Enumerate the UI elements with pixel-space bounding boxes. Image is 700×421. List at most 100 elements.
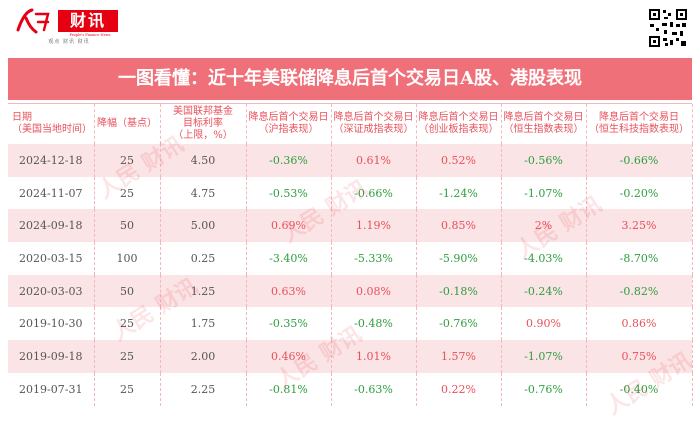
rate-cell: 2.25 [160,372,247,406]
performance-cell: 0.52% [416,144,502,177]
performance-cell: -0.40% [586,372,693,406]
performance-cell: 1.01% [331,340,417,373]
performance-cell: -5.33% [331,242,417,275]
column-header-line: 降息后首个交易日 [333,112,414,123]
rate-cell: 5.00 [160,209,247,243]
performance-cell: -0.76% [501,372,587,406]
table-header-row: 日期 （美国当地时间） 降幅（基点） 美国联邦基金 目标利率 （上限，%） 降息后首个交易日… [8,104,693,144]
column-header: 降息后首个交易日 （深证成指表现） [331,104,417,144]
performance-cell: 2% [501,209,587,243]
rate-cell: 25 [94,372,161,406]
performance-cell: -0.63% [331,372,417,406]
column-header: 降幅（基点） [94,104,161,144]
column-header-line: （深证成指表现） [333,124,414,135]
date-cell: 2024-09-18 [8,209,95,243]
column-header-line: （沪指表现） [258,124,319,135]
date-cell: 2019-09-18 [8,340,95,373]
performance-cell: -0.82% [586,274,693,308]
date-cell: 2019-10-30 [8,307,95,341]
performance-cell: -0.35% [246,307,332,341]
performance-cell: -0.18% [416,274,502,308]
date-cell: 2020-03-15 [8,242,95,275]
performance-cell: 0.85% [416,209,502,243]
data-table-wrap: 日期 （美国当地时间） 降幅（基点） 美国联邦基金 目标利率 （上限，%） 降息后首个交易日… [8,104,693,406]
performance-cell: -5.90% [416,242,502,275]
performance-cell: 0.75% [586,340,693,373]
table-row: 2020-03-03 50 1.25 0.63% 0.08% -0.18% -0.24% -0… [8,274,693,308]
performance-cell: 0.61% [331,144,417,177]
column-header-line: 日期 [12,112,32,123]
rate-cut-table: 日期 （美国当地时间） 降幅（基点） 美国联邦基金 目标利率 （上限，%） 降息后首个交易日… [8,104,693,406]
rate-cell: 50 [94,274,161,308]
people-daily-logo-icon [16,8,50,34]
performance-cell: 0.08% [331,274,417,308]
column-header-line: 降息后首个交易日 [248,112,329,123]
rate-cell: 2.00 [160,340,247,373]
performance-cell: -0.56% [501,144,587,177]
header-divider [8,103,692,104]
performance-cell: 1.19% [331,209,417,243]
rate-cell: 25 [94,340,161,373]
page-header: 财讯 People's Finance News 观点 财讯 财讯 [0,0,700,52]
column-header: 美国联邦基金 目标利率 （上限，%） [160,104,247,144]
column-header-line: （创业板指表现） [418,124,499,135]
performance-cell: -8.70% [586,242,693,275]
performance-cell: -1.07% [501,176,587,210]
performance-cell: -0.66% [586,144,693,177]
table-row: 2019-10-30 25 1.75 -0.35% -0.48% -0.76% 0.90% 0… [8,307,693,341]
column-header-line: （恒生指数表现） [503,124,584,135]
performance-cell: -0.24% [501,274,587,308]
column-header: 降息后首个交易日 （恒生科技指数表现） [586,104,693,144]
table-row: 2019-09-18 25 2.00 0.46% 1.01% 1.57% -1.07% 0.7… [8,340,693,373]
performance-cell: -0.36% [246,144,332,177]
logo-subtitle: People's Finance News [69,33,111,37]
rate-cell: 1.75 [160,307,247,341]
date-cell: 2024-12-18 [8,144,95,177]
column-header: 降息后首个交易日 （创业板指表现） [416,104,502,144]
column-header: 降息后首个交易日 （恒生指数表现） [501,104,587,144]
performance-cell: 3.25% [586,209,693,243]
rate-cell: 4.50 [160,144,247,177]
column-header-line: （美国当地时间） [12,124,92,135]
rate-cell: 4.75 [160,176,247,210]
qr-code-icon [648,8,688,48]
column-header-line: 降幅（基点） [97,118,157,129]
rate-cell: 25 [94,144,161,177]
performance-cell: -0.48% [331,307,417,341]
column-header-line: 美国联邦基金 [173,106,233,117]
column-header: 降息后首个交易日 （沪指表现） [246,104,332,144]
performance-cell: -0.20% [586,176,693,210]
table-row: 2019-07-31 25 2.25 -0.81% -0.63% 0.22% -0.76% -… [8,372,693,406]
date-cell: 2020-03-03 [8,274,95,308]
column-header-line: （恒生科技指数表现） [589,124,689,135]
rate-cell: 0.25 [160,242,247,275]
column-header-line: 目标利率 [183,118,223,129]
column-header-line: 降息后首个交易日 [503,112,584,123]
table-row: 2024-12-18 25 4.50 -0.36% 0.61% 0.52% -0.56% -0… [8,144,693,177]
performance-cell: -1.07% [501,340,587,373]
table-row: 2024-09-18 50 5.00 0.69% 1.19% 0.85% 2% 3.25% [8,209,693,243]
performance-cell: 0.86% [586,307,693,341]
people-daily-logo: 财讯 People's Finance News 观点 财讯 财讯 [14,8,134,45]
date-cell: 2019-07-31 [8,372,95,406]
table-row: 2024-11-07 25 4.75 -0.53% -0.66% -1.24% -1.07%… [8,176,693,210]
performance-cell: -1.24% [416,176,502,210]
logo-brand-box: 财讯 [58,10,118,32]
table-row: 2020-03-15 100 0.25 -3.40% -5.33% -5.90% -4.03… [8,242,693,275]
column-header-line: 降息后首个交易日 [418,112,499,123]
column-header-line: （上限，%） [173,130,233,141]
rate-cell: 50 [94,209,161,243]
performance-cell: 0.22% [416,372,502,406]
rate-cell: 25 [94,307,161,341]
rate-cell: 100 [94,242,161,275]
table-body: 2024-12-18 25 4.50 -0.36% 0.61% 0.52% -0.56% -0… [8,144,693,406]
date-cell: 2024-11-07 [8,176,95,210]
performance-cell: -0.53% [246,176,332,210]
performance-cell: 1.57% [416,340,502,373]
performance-cell: 0.46% [246,340,332,373]
logo-tabs: 观点 财讯 财讯 [48,39,90,45]
performance-cell: -0.66% [331,176,417,210]
column-header-line: 降息后首个交易日 [599,112,679,123]
performance-cell: -3.40% [246,242,332,275]
column-header: 日期 （美国当地时间） [8,104,95,144]
